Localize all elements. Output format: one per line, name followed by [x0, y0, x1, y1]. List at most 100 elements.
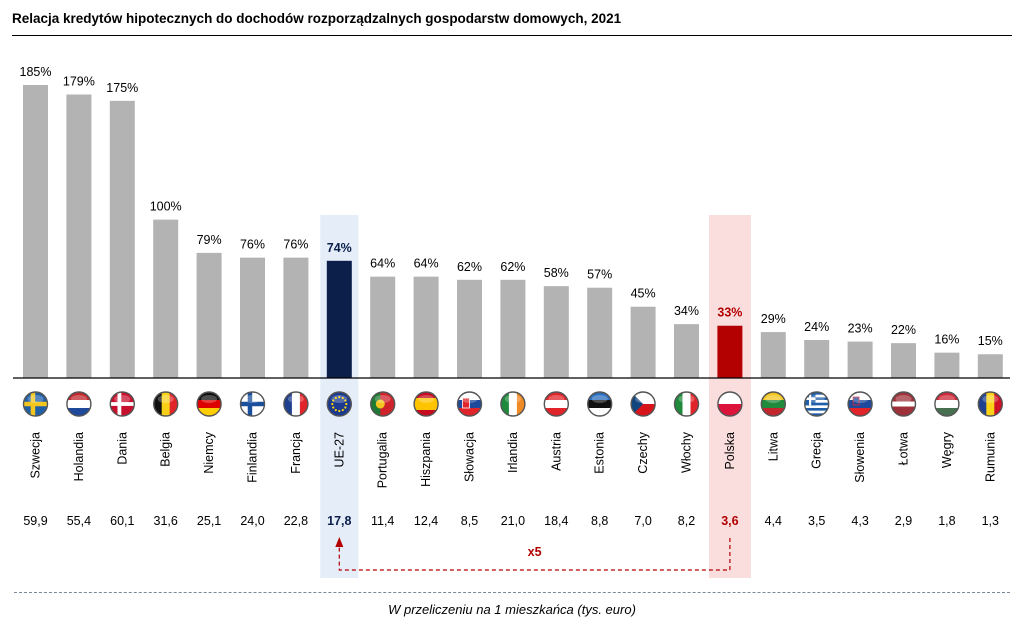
per-capita-value: 18,4 — [544, 514, 568, 528]
country-label: Finlandia — [246, 432, 260, 483]
country-label: Węgry — [940, 431, 954, 468]
bar-niemcy — [196, 252, 222, 378]
flag-belgium-icon — [152, 391, 179, 417]
per-capita-value: 4,4 — [765, 514, 782, 528]
bar-czechy — [630, 306, 656, 378]
country-label: Litwa — [766, 432, 780, 461]
country-label: Estonia — [593, 432, 607, 474]
bar-hiszpania — [413, 276, 439, 378]
footnote-divider — [14, 592, 1010, 593]
country-label: Słowenia — [853, 432, 867, 483]
flag-portugal-icon — [370, 391, 396, 417]
flag-germany-icon — [196, 391, 222, 417]
value-label: 76% — [240, 238, 265, 252]
flag-eu-icon — [326, 391, 352, 417]
value-label: 185% — [20, 65, 52, 79]
value-label: 16% — [934, 333, 959, 347]
bar-rumunia — [977, 354, 1003, 378]
bar-polska — [717, 325, 743, 378]
per-capita-value: 21,0 — [501, 514, 525, 528]
bar-dania — [109, 100, 135, 379]
value-label: 23% — [848, 322, 873, 336]
value-label: 24% — [804, 320, 829, 334]
bar-słowenia — [847, 341, 873, 378]
value-label: 33% — [717, 306, 742, 320]
bar-łotwa — [891, 343, 916, 378]
bar-irlandia — [500, 279, 526, 378]
bar-francja — [283, 257, 309, 378]
comparison-arrow — [338, 538, 731, 571]
flag-romania-icon — [977, 391, 1003, 417]
value-label: 29% — [761, 312, 786, 326]
value-label: 45% — [631, 287, 656, 301]
flag-estonia-icon — [587, 391, 613, 417]
country-label: Hiszpania — [419, 432, 433, 487]
bar-włochy — [674, 324, 699, 378]
bar-finlandia — [240, 257, 265, 378]
flag-greece-icon — [804, 391, 830, 417]
per-capita-value: 11,4 — [371, 514, 394, 528]
flag-ireland-icon — [500, 391, 526, 417]
per-capita-value: 22,8 — [284, 514, 308, 528]
country-label: Irlandia — [506, 432, 520, 473]
value-label: 62% — [457, 260, 482, 274]
country-label: Niemcy — [202, 431, 216, 473]
flag-austria-icon — [543, 391, 569, 417]
country-label: Holandia — [72, 432, 86, 481]
bar-estonia — [587, 287, 613, 378]
bar-portugalia — [370, 276, 396, 378]
flag-latvia-icon — [890, 391, 917, 417]
bar-ue-27 — [326, 260, 352, 378]
country-label: Słowacja — [463, 432, 477, 482]
value-label: 179% — [63, 75, 95, 89]
flag-hungary-icon — [934, 391, 960, 417]
value-label: 76% — [283, 238, 308, 252]
per-capita-value: 8,5 — [461, 514, 478, 528]
per-capita-value: 4,3 — [851, 514, 868, 528]
country-label: UE-27 — [332, 432, 346, 467]
per-capita-value: 12,4 — [414, 514, 438, 528]
flag-lithuania-icon — [760, 391, 786, 417]
country-label: Polska — [723, 432, 737, 470]
flag-france-icon — [283, 391, 309, 417]
title-divider — [12, 35, 1012, 36]
per-capita-value: 17,8 — [327, 514, 351, 528]
chart-title: Relacja kredytów hipotecznych do dochodó… — [12, 11, 622, 26]
flag-finland-icon — [239, 391, 266, 417]
country-label: Portugalia — [376, 432, 390, 488]
bar-belgia — [153, 219, 179, 378]
bar-słowacja — [457, 279, 482, 378]
country-label: Austria — [549, 432, 563, 471]
country-label: Dania — [115, 432, 129, 465]
bar-grecja — [804, 339, 830, 378]
per-capita-value: 1,8 — [938, 514, 955, 528]
flag-slovakia-icon — [456, 391, 483, 417]
value-label: 64% — [370, 257, 395, 271]
per-capita-value: 8,2 — [678, 514, 695, 528]
ratio-label: x5 — [528, 545, 542, 559]
flag-netherlands-icon — [66, 391, 92, 417]
bar-litwa — [760, 332, 786, 378]
per-capita-value: 8,8 — [591, 514, 608, 528]
country-label: Grecja — [810, 432, 824, 469]
bar-szwecja — [23, 85, 48, 378]
per-capita-value: 7,0 — [634, 514, 651, 528]
arrow-head-icon — [335, 537, 344, 547]
country-label: Czechy — [636, 431, 650, 473]
per-capita-value: 55,4 — [67, 514, 91, 528]
per-capita-value: 31,6 — [154, 514, 178, 528]
flag-czechia-icon — [630, 391, 656, 417]
flag-spain-icon — [413, 391, 439, 417]
country-label: Francja — [289, 432, 303, 474]
value-label: 57% — [587, 268, 612, 282]
flag-denmark-icon — [109, 391, 136, 417]
per-capita-value: 24,0 — [240, 514, 264, 528]
flag-poland-icon — [717, 391, 743, 417]
bar-austria — [543, 286, 569, 378]
flag-slovenia-icon — [847, 391, 873, 417]
value-label: 64% — [414, 257, 439, 271]
per-capita-value: 59,9 — [23, 514, 47, 528]
value-label: 15% — [978, 334, 1003, 348]
per-capita-value: 60,1 — [110, 514, 134, 528]
